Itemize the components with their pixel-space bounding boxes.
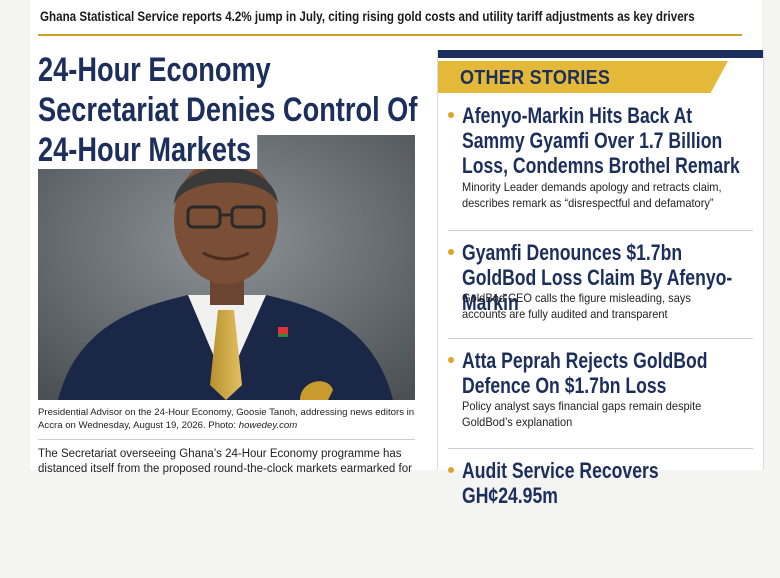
story-headline[interactable]: Gyamfi Denounces $1.7bn GoldBod Loss Cla…: [462, 240, 733, 315]
photo-credit: howedey.com: [238, 420, 298, 431]
main-headline: 24-Hour Economy Secretariat Denies Contr…: [38, 50, 418, 170]
main-headline-text: 24-Hour Economy Secretariat Denies Contr…: [38, 51, 418, 169]
sidebar: OTHER STORIES Afenyo-Markin Hits Back At…: [437, 50, 764, 508]
story-bullet: [448, 357, 454, 363]
story-item[interactable]: Afenyo-Markin Hits Back At Sammy Gyamfi …: [438, 103, 763, 231]
story-item[interactable]: Audit Service Recovers GH¢24.95m: [438, 458, 763, 578]
story-divider: [448, 230, 753, 231]
ticker: Ghana Statistical Service reports 4.2% j…: [40, 9, 695, 24]
photo-caption: Presidential Advisor on the 24-Hour Econ…: [38, 406, 418, 432]
story-item[interactable]: Gyamfi Denounces $1.7bn GoldBod Loss Cla…: [438, 240, 763, 360]
story-bullet: [448, 112, 454, 118]
story-summary: Policy analyst says financial gaps remai…: [462, 399, 702, 429]
sidebar-banner: OTHER STORIES: [438, 61, 728, 93]
story-headline[interactable]: Afenyo-Markin Hits Back At Sammy Gyamfi …: [462, 103, 740, 178]
story-bullet: [448, 467, 454, 473]
story-headline[interactable]: Atta Peprah Rejects GoldBod Defence On $…: [462, 348, 708, 398]
sidebar-title: OTHER STORIES: [460, 67, 611, 89]
divider: [38, 439, 415, 440]
story-summary: Minority Leader demands apology and retr…: [462, 180, 722, 210]
story-divider: [448, 338, 753, 339]
page: Ghana Statistical Service reports 4.2% j…: [30, 0, 764, 508]
story-bullet: [448, 249, 454, 255]
body-text: The Secretariat overseeing Ghana’s 24-Ho…: [38, 448, 412, 475]
story-item[interactable]: Atta Peprah Rejects GoldBod Defence On $…: [438, 348, 763, 468]
story-headline[interactable]: Audit Service Recovers GH¢24.95m: [462, 458, 659, 508]
sidebar-bar: [438, 50, 763, 58]
caption-text: Presidential Advisor on the 24-Hour Econ…: [38, 407, 415, 431]
story-divider: [448, 448, 753, 449]
ticker-rule: [38, 34, 742, 36]
story-summary: GoldBod CEO calls the figure misleading,…: [462, 291, 691, 321]
story-photo: [38, 135, 415, 400]
